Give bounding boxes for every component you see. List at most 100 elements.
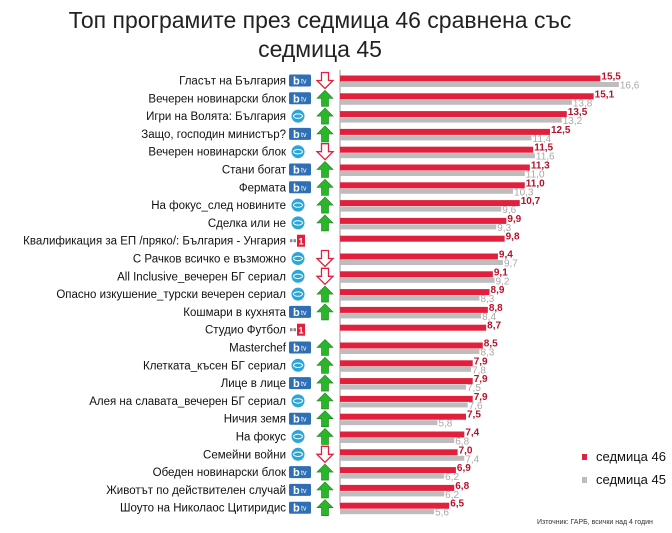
- bar-week-46: [340, 253, 498, 260]
- data-label-week-45: 7,5: [467, 383, 481, 394]
- category-label: Гласът на България: [179, 76, 286, 88]
- btv-logo-icon: [289, 305, 311, 318]
- bar-week-46: [340, 449, 458, 456]
- data-label-week-45: 7,4: [465, 454, 479, 465]
- btv-logo-icon: [289, 377, 311, 390]
- nova-logo-ring: [293, 398, 303, 404]
- data-label-week-45: 13,2: [563, 116, 583, 127]
- bnt-logo-text: 1: [298, 326, 303, 336]
- nova-logo-icon: [291, 287, 305, 301]
- bar-week-46: [340, 235, 505, 242]
- nova-logo-icon: [291, 198, 305, 212]
- data-label-week-45: 6,8: [455, 437, 469, 448]
- bar-week-46: [340, 182, 525, 189]
- data-label-week-46: 8,7: [487, 321, 501, 332]
- bar-week-45: [340, 455, 465, 461]
- bar-week-46: [340, 75, 601, 82]
- data-label-week-46: 9,1: [494, 267, 508, 278]
- trend-up-arrow-icon: [316, 356, 334, 374]
- btv-logo-mark: b: [293, 343, 300, 355]
- category-label: Стани богат: [222, 165, 287, 177]
- bar-week-45: [340, 188, 514, 194]
- data-label-week-45: 6,2: [445, 490, 459, 501]
- bar-week-45: [340, 206, 502, 212]
- nova-logo-icon: [291, 145, 305, 159]
- nova-logo-ring: [293, 433, 303, 440]
- btv-logo-text: tv: [301, 79, 307, 86]
- nova-logo-ring: [293, 113, 303, 119]
- btv-logo-mark: b: [293, 93, 300, 105]
- trend-up-arrow-icon: [316, 374, 334, 392]
- btv-logo-text: tv: [301, 417, 307, 424]
- data-label-week-46: 6,9: [457, 463, 471, 474]
- bar-week-46: [340, 395, 473, 402]
- bar-week-46: [340, 378, 473, 385]
- legend-item-week-46: седмица 46: [582, 449, 666, 464]
- bar-week-46: [340, 200, 520, 207]
- category-label: Сделка или не: [208, 218, 286, 230]
- trend-up-arrow-icon: [316, 285, 334, 303]
- trend-up-arrow-icon: [316, 339, 334, 356]
- bar-week-45: [340, 153, 535, 159]
- data-label-week-45: 5,8: [438, 419, 452, 430]
- data-label-week-45: 7,8: [472, 365, 486, 376]
- legend-swatch-week-46: [582, 453, 587, 460]
- category-label: Шоуто на Николаос Цитиридис: [120, 503, 286, 515]
- bar-week-45: [340, 473, 445, 479]
- trend-up-arrow-icon: [316, 428, 334, 445]
- bar-week-45: [340, 349, 480, 354]
- data-label-week-45: 7,6: [469, 401, 483, 412]
- bar-week-46: [340, 431, 465, 438]
- btv-logo-text: tv: [301, 310, 307, 317]
- category-label: Кошмари в кухнята: [183, 307, 286, 319]
- category-label: Студио Футбол: [205, 325, 286, 337]
- nova-logo-ring: [293, 362, 303, 368]
- data-label-week-46: 11,3: [531, 161, 550, 172]
- data-label-week-46: 15,5: [601, 72, 621, 83]
- data-label-week-45: 16,6: [620, 81, 640, 92]
- bnt-logo-dot: [290, 239, 293, 243]
- category-label: Обеден новинарски блок: [153, 467, 287, 479]
- category-label: Masterchef: [229, 343, 287, 355]
- bnt-logo-text: 1: [298, 237, 303, 247]
- bnt-logo-dot: [290, 328, 293, 332]
- bnt-logo-dot: [293, 328, 296, 332]
- data-label-week-45: 6,2: [445, 472, 459, 483]
- btv-logo-text: tv: [301, 381, 307, 388]
- bar-week-46: [340, 324, 487, 331]
- btv-logo-icon: [289, 74, 311, 87]
- btv-logo-text: tv: [301, 506, 307, 513]
- btv-logo-mark: b: [293, 503, 300, 515]
- btv-logo-mark: b: [293, 467, 300, 479]
- data-label-week-46: 9,4: [499, 250, 513, 261]
- legend-item-week-45: седмица 45: [582, 472, 666, 487]
- bar-week-46: [340, 164, 530, 171]
- btv-logo-icon: [289, 163, 311, 176]
- category-label: Вечерен новинарски блок: [148, 147, 287, 159]
- category-label: Клетката_късен БГ сериал: [143, 360, 286, 372]
- btv-logo-icon: [289, 127, 311, 140]
- bar-week-45: [340, 171, 525, 176]
- btv-logo-icon: [289, 483, 311, 496]
- category-label: Опасно изкушение_турски вечерен сериал: [56, 289, 286, 301]
- category-label: Алея на славата_вечерен БГ сериал: [89, 396, 286, 408]
- data-label-week-45: 8,3: [480, 348, 494, 359]
- data-label-week-45: 9,7: [504, 259, 518, 270]
- btv-logo-text: tv: [301, 96, 307, 103]
- btv-logo-icon: [289, 466, 311, 479]
- bar-week-45: [340, 509, 435, 515]
- trend-up-arrow-icon: [316, 89, 334, 107]
- nova-logo-icon: [291, 447, 305, 461]
- bar-week-46: [340, 342, 483, 349]
- bar-week-45: [340, 420, 438, 426]
- legend-label-week-45: седмица 45: [596, 472, 666, 487]
- bar-week-46: [340, 306, 488, 313]
- trend-up-arrow-icon: [316, 161, 334, 178]
- nova-logo-ring: [293, 273, 303, 279]
- data-label-week-45: 11,0: [526, 170, 545, 181]
- bar-week-46: [340, 146, 534, 153]
- bar-week-45: [340, 135, 532, 141]
- category-label: Вечерен новинарски блок: [148, 93, 287, 105]
- bar-week-46: [340, 271, 493, 278]
- category-label: На фокус_след новините: [151, 200, 286, 212]
